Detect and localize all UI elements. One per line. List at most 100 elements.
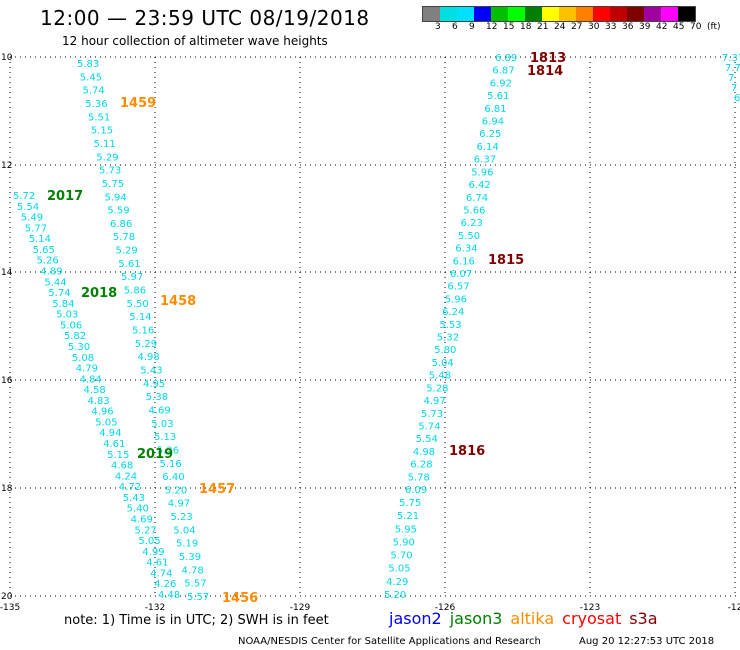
s3a-swh-value: 5.48 [429, 371, 451, 382]
legend-label: 33 [605, 22, 617, 32]
jason3-swh-value: 4.48 [158, 590, 180, 601]
jason3-swh-value: 5.40 [127, 504, 149, 515]
altika-swh-value: 4.78 [182, 565, 204, 576]
pass-label-1458: 1458 [160, 294, 196, 309]
altika-swh-value: 5.78 [113, 232, 135, 243]
jason3-swh-value: 5.03 [56, 310, 78, 321]
color-legend [422, 6, 696, 22]
jason3-swh-value: 4.68 [111, 461, 133, 472]
map-title: 12:00 — 23:59 UTC 08/19/2018 [40, 6, 370, 30]
edge-swh-value: 7.37 [722, 53, 740, 64]
s3a-swh-value: 5.32 [437, 333, 459, 344]
altika-swh-value: 5.29 [96, 152, 118, 163]
legend-swatch [593, 7, 610, 21]
altika-swh-value: 5.38 [146, 392, 168, 403]
s3a-swh-value: 5.73 [421, 409, 443, 420]
map-subtitle: 12 hour collection of altimeter wave hei… [62, 34, 328, 48]
altika-swh-value: 4.95 [143, 379, 165, 390]
pass-label-1457: 1457 [199, 482, 235, 497]
legend-swatch [508, 7, 525, 21]
y-tick-label: 14 [1, 268, 13, 278]
jason3-swh-value: 4.24 [115, 471, 137, 482]
altimeter-tracks: 5.83 5.45 5.74 5.36 5.51 5.15 5.11 5.29 5.73 5.75… [13, 53, 740, 603]
legend-label: 15 [503, 22, 515, 32]
altika-swh-value: 5.45 [80, 72, 102, 83]
s3a-swh-value: 5.70 [390, 551, 412, 562]
edge-swh-value: 7 [728, 73, 734, 84]
jason3-swh-value: 4.26 [154, 579, 176, 590]
jason3-swh-value: 5.77 [25, 223, 47, 234]
s3a-swh-value: 6.23 [461, 218, 483, 229]
altika-swh-value: 4.69 [149, 405, 171, 416]
s3a-swh-value: 5.04 [432, 358, 454, 369]
credit-text: NOAA/NESDIS Center for Satellite Applica… [238, 636, 541, 647]
altika-swh-value: 5.50 [127, 299, 149, 310]
pass-label-1813: 1813 [530, 51, 566, 66]
s3a-swh-value: 5.05 [388, 564, 410, 575]
s3a-swh-value: 6.25 [479, 129, 501, 140]
altika-swh-value: 5.39 [179, 552, 201, 563]
y-tick-label: 18 [1, 484, 13, 494]
jason3-swh-value: 5.44 [44, 277, 66, 288]
axis-ticks: -135 -132 -129 -126 -123 -12 10 12 14 16 18 20 [0, 53, 740, 613]
s3a-swh-value: 5.80 [434, 345, 456, 356]
altika-swh-value: 5.13 [154, 432, 176, 443]
s3a-swh-value: 6.94 [482, 117, 504, 128]
s3a-swh-value: 5.54 [416, 434, 438, 445]
legend-label: 18 [520, 22, 532, 32]
s3a-swh-value: 6.89 [495, 53, 517, 64]
s3a-swh-value: 5.61 [487, 91, 509, 102]
altika-swh-value: 5.04 [173, 525, 195, 536]
altika-swh-value: 5.14 [129, 312, 151, 323]
satellite-s3a: s3a [629, 609, 658, 628]
altika-swh-value: 5.75 [102, 179, 124, 190]
s3a-swh-value: 5.75 [399, 498, 421, 509]
s3a-swh-value: 6.42 [469, 180, 491, 191]
jason3-swh-value: 5.84 [52, 299, 74, 310]
jason3-swh-value: 4.61 [146, 558, 168, 569]
altika-swh-value: 5.23 [171, 512, 193, 523]
legend-swatch [644, 7, 661, 21]
s3a-swh-value: 5.95 [395, 524, 417, 535]
altika-swh-value: 5.16 [160, 459, 182, 470]
jason3-swh-value: 4.61 [103, 439, 125, 450]
legend-label: 39 [639, 22, 651, 32]
legend-label: 36 [622, 22, 634, 32]
jason3-swh-value: 4.96 [91, 407, 113, 418]
s3a-swh-value: 6.14 [477, 142, 499, 153]
pass-label-2019: 2019 [137, 447, 173, 462]
altika-swh-value: 5.11 [94, 139, 116, 150]
satellite-altika: altika [510, 609, 555, 628]
altika-swh-value: 5.19 [176, 539, 198, 550]
jason3-swh-value: 5.74 [48, 288, 70, 299]
jason3-swh-value: 5.30 [68, 342, 90, 353]
pass-label-1816: 1816 [449, 444, 485, 459]
s3a-swh-value: 5.96 [471, 167, 493, 178]
legend-label: 42 [656, 22, 668, 32]
edge-swh-value: 7.7 [725, 63, 740, 74]
jason3-swh-value: 4.94 [99, 428, 121, 439]
legend-swatch [627, 7, 644, 21]
pass-label-1815: 1815 [488, 253, 524, 268]
pass-label-2018: 2018 [81, 286, 117, 301]
legend-swatch [491, 7, 508, 21]
jason3-swh-value: 5.43 [123, 493, 145, 504]
altika-swh-value: 5.86 [124, 286, 146, 297]
satellite-legend: jason2 jason3 altika cryosat s3a [389, 609, 666, 628]
jason3-swh-value: 4.74 [150, 568, 172, 579]
legend-swatch [440, 7, 457, 21]
jason3-swh-value: 4.58 [84, 385, 106, 396]
altika-swh-value: 5.57 [187, 592, 209, 603]
jason3-swh-value: 5.54 [17, 202, 39, 213]
altika-swh-value: 5.74 [83, 86, 105, 97]
jason3-swh-value: 4.69 [131, 515, 153, 526]
y-tick-label: 16 [1, 376, 13, 386]
altika-swh-value: 5.61 [118, 259, 140, 270]
jason3-swh-value: 5.08 [72, 353, 94, 364]
legend-label: 30 [588, 22, 600, 32]
altika-swh-value: 5.94 [105, 192, 127, 203]
legend-swatch [474, 7, 491, 21]
altika-swh-value: 5.83 [77, 59, 99, 70]
legend-label: 70 [690, 22, 702, 32]
